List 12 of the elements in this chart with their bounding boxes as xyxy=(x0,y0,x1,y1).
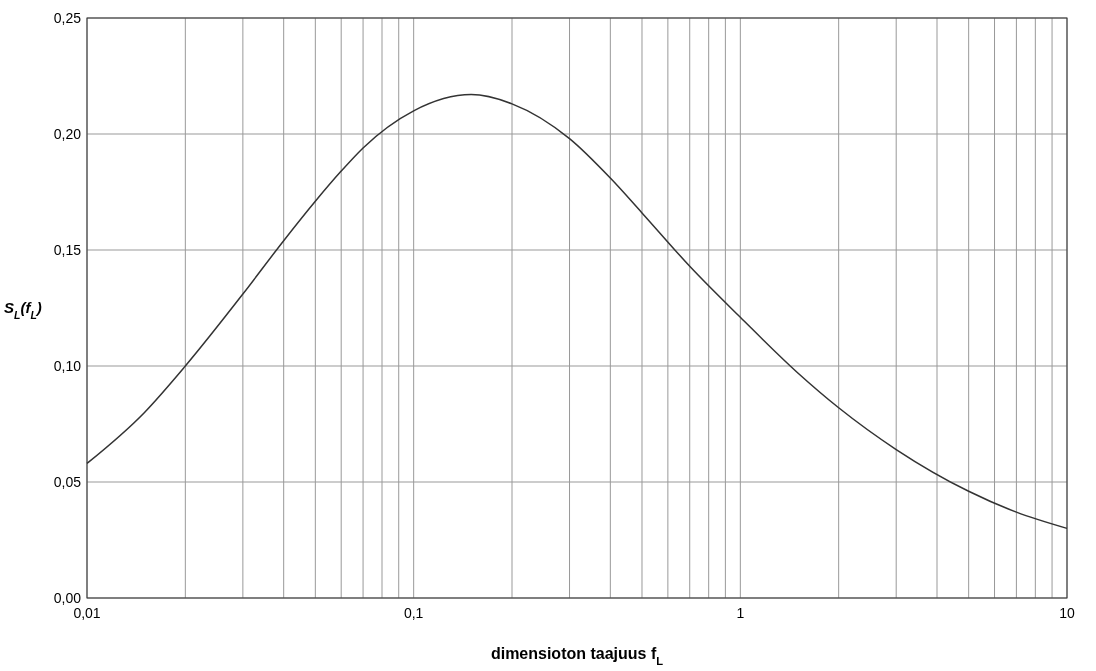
y-tick-label: 0,15 xyxy=(53,242,82,258)
y-tick-label: 0,00 xyxy=(53,590,82,606)
y-axis-title: S$_{L}$(f$_{L}$) xyxy=(4,299,42,321)
y-tick-label: 0,05 xyxy=(53,474,82,490)
x-axis-title: dimensioton taajuus f$_{L}$ xyxy=(490,645,664,667)
x-tick-label: 0,01 xyxy=(73,605,101,621)
x-tick-label: 10 xyxy=(1059,605,1075,621)
y-tick-label: 0,10 xyxy=(53,358,82,374)
y-tick-label: 0,20 xyxy=(53,126,82,142)
x-tick-label: 0,1 xyxy=(403,605,424,621)
x-tick-label: 1 xyxy=(736,605,745,621)
y-tick-label: 0,25 xyxy=(53,10,82,26)
